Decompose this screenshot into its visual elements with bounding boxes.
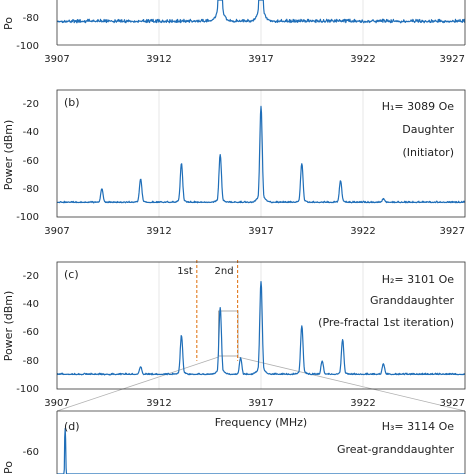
panel-c-annotation-field: H₂= 3101 Oe [382, 273, 455, 286]
panel-b-annotation-role: (Initiator) [402, 146, 454, 159]
marker-label-1: 2nd [215, 266, 234, 277]
panel-a-xtick-1: 3912 [146, 54, 171, 65]
panel-c-ytick-0: -20 [23, 271, 39, 282]
panel-b-frame [56, 89, 466, 218]
zoom-line-right [237, 356, 466, 412]
panel-a-ytick-0: -80 [23, 13, 39, 24]
panel-b-xtick-4: 3927 [440, 226, 465, 237]
panel-c-xtick-3: 3922 [350, 398, 375, 409]
panel-b-ytick-0: -20 [23, 99, 39, 110]
panel-c: 1st 2nd (c) H₂= 3101 Oe Granddaughter (Pr… [2, 260, 466, 429]
panel-c-frame [56, 261, 466, 390]
panel-a: -80 -100 3907 3912 3917 3922 3927 Po [2, 0, 466, 65]
panel-c-markers: 1st 2nd [177, 260, 239, 361]
panel-b-y-axis-label: Power (dBm) [2, 120, 15, 191]
panel-a-ytick-1: -100 [16, 41, 39, 52]
panel-c-ytick-4: -100 [16, 384, 39, 395]
panel-b-ytick-2: -60 [23, 156, 39, 167]
panel-b-xtick-3: 3922 [350, 226, 375, 237]
marker-label-0: 1st [177, 266, 193, 277]
panel-c-xtick-0: 3907 [44, 398, 69, 409]
panel-c-spectrum-line [56, 281, 466, 376]
panel-c-ytick-2: -60 [23, 327, 39, 338]
panel-b-xtick-0: 3907 [44, 226, 69, 237]
panel-c-ytick-1: -40 [23, 299, 39, 310]
panel-c-x-axis-label: Frequency (MHz) [215, 416, 307, 429]
panel-a-xtick-0: 3907 [44, 54, 69, 65]
panel-b-ytick-3: -80 [23, 184, 39, 195]
panel-b: (b) H₁= 3089 Oe Daughter (Initiator) -20… [2, 89, 466, 237]
panel-d-ytick-0: -60 [23, 447, 39, 458]
panel-c-xtick-2: 3917 [248, 398, 273, 409]
panel-d-label: (d) [64, 420, 80, 433]
panel-d: (d) H₃= 3114 Oe Great-granddaughter -60 … [2, 410, 466, 474]
panel-d-annotation-name: Great-granddaughter [337, 443, 455, 456]
panel-c-annotation-role: (Pre-fractal 1st iteration) [318, 316, 454, 329]
panel-a-xtick-2: 3917 [248, 54, 273, 65]
panel-b-xtick-1: 3912 [146, 226, 171, 237]
panel-c-xtick-4: 3927 [440, 398, 465, 409]
panel-c-label: (c) [64, 268, 79, 281]
panel-d-y-axis-label: Po [2, 461, 15, 474]
panel-c-xtick-1: 3912 [146, 398, 171, 409]
panel-a-xtick-4: 3927 [440, 54, 465, 65]
panel-b-annotation-field: H₁= 3089 Oe [382, 100, 455, 113]
panel-c-annotation-name: Granddaughter [370, 294, 454, 307]
panel-b-spectrum-line [56, 105, 466, 204]
panel-b-label: (b) [64, 96, 80, 109]
zoom-line-left [56, 356, 219, 412]
panel-c-ytick-3: -80 [23, 356, 39, 367]
panel-b-ytick-1: -40 [23, 127, 39, 138]
panel-b-annotation-name: Daughter [402, 123, 454, 136]
panel-b-xtick-2: 3917 [248, 226, 273, 237]
panel-a-spectrum-line [56, 0, 466, 24]
zoom-indicator [56, 310, 466, 412]
panel-c-y-axis-label: Power (dBm) [2, 291, 15, 362]
panel-a-xtick-3: 3922 [350, 54, 375, 65]
panel-d-annotation-field: H₃= 3114 Oe [382, 420, 455, 433]
panel-a-y-axis-label: Po [2, 17, 15, 30]
panel-b-ytick-4: -100 [16, 212, 39, 223]
